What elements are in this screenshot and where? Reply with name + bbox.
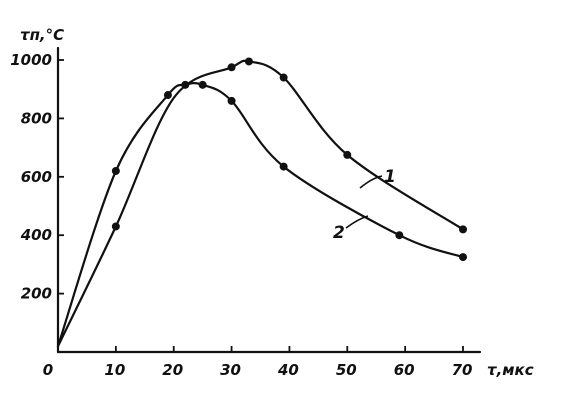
series-2-point xyxy=(163,91,172,100)
y-axis-label: τп,°C xyxy=(20,26,64,44)
series-2-point xyxy=(279,162,288,171)
x-tick-label: 70 xyxy=(452,361,473,379)
series-1-point xyxy=(343,150,352,159)
y-tick-label: 600 xyxy=(21,168,52,186)
curves xyxy=(56,59,465,348)
labels: τп,°C τ,мкс 1 2 xyxy=(20,26,534,379)
series-2-line xyxy=(56,82,465,348)
series-2-point xyxy=(395,231,404,240)
series-1-label: 1 xyxy=(384,167,396,187)
series-1-point xyxy=(227,63,236,72)
series-1-leader xyxy=(359,175,383,189)
x-tick-label: 20 xyxy=(162,361,183,379)
x-tick-label: 50 xyxy=(336,361,357,379)
x-tick-label: 10 xyxy=(104,361,125,379)
x-tick-label: 0 xyxy=(43,361,53,379)
series-1-point xyxy=(459,225,467,234)
y-tick-label: 1000 xyxy=(10,51,52,69)
axes xyxy=(56,46,482,354)
ticks: 0 10 20 30 40 50 60 70 200 400 600 800 1000 xyxy=(10,51,472,379)
series-2-point xyxy=(227,96,236,105)
series-2-point xyxy=(459,253,467,262)
series-2-point xyxy=(111,166,120,175)
y-tick-label: 800 xyxy=(21,109,52,127)
series-2-label: 2 xyxy=(333,223,345,243)
series-1-point xyxy=(244,57,253,66)
x-tick-label: 60 xyxy=(394,361,415,379)
y-tick-label: 200 xyxy=(21,285,52,303)
series-1-line xyxy=(56,59,465,348)
series-1-point xyxy=(198,80,207,89)
x-tick-label: 30 xyxy=(220,361,241,379)
series-2-point xyxy=(181,80,190,89)
series-2-leader xyxy=(345,215,369,229)
x-axis-label: τ,мкс xyxy=(487,361,534,379)
y-tick-label: 400 xyxy=(20,226,52,244)
series-1-point xyxy=(279,73,288,82)
series-1-point xyxy=(111,222,120,231)
markers xyxy=(111,57,467,262)
x-tick-label: 40 xyxy=(277,361,299,379)
